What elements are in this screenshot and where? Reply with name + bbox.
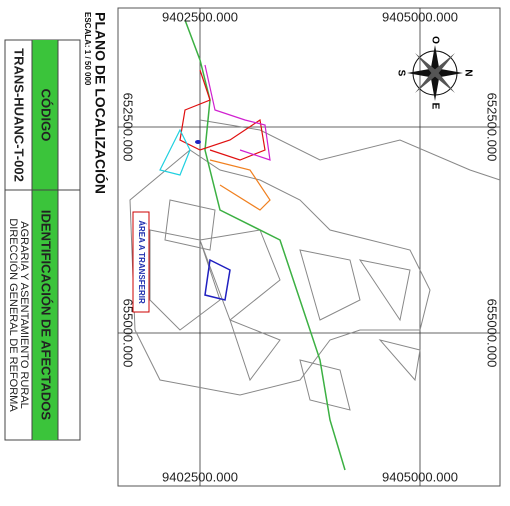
affected-line: AGRARIA Y ASENTAMIENTO RURAL xyxy=(18,221,30,408)
grid-label: 652500.000 xyxy=(485,93,500,162)
compass xyxy=(407,45,463,101)
code-header: CÓDIGO xyxy=(39,89,54,142)
compass-label: S xyxy=(395,70,406,77)
grid-label: 9402500.000 xyxy=(162,9,238,24)
code-value: TRANS-HUANC-T-002 xyxy=(12,48,27,182)
compass-label: N xyxy=(462,69,473,76)
map-scale: ESCALA: 1 / 50 000 xyxy=(83,12,92,86)
affected-header: IDENTIFICACIÓN DE AFECTADOS xyxy=(39,210,54,420)
grid-label: 9405000.000 xyxy=(382,469,458,484)
grid-label: 655000.000 xyxy=(485,299,500,368)
transfer-point xyxy=(195,140,201,144)
compass-label: O xyxy=(429,36,440,44)
map-sheet: CÓDIGO TRANS-HUANC-T-002 IDENTIFICACIÓN … xyxy=(0,0,510,506)
grid-label: 652500.000 xyxy=(121,93,136,162)
grid-label: 9405000.000 xyxy=(382,9,458,24)
map-title: PLANO DE LOCALIZACIÓN xyxy=(92,12,109,194)
compass-label: E xyxy=(429,103,440,110)
annotation: ÁREA A TRANSFERIR xyxy=(137,220,146,304)
grid-label: 9402500.000 xyxy=(162,469,238,484)
grid-label: 655000.000 xyxy=(121,299,136,368)
